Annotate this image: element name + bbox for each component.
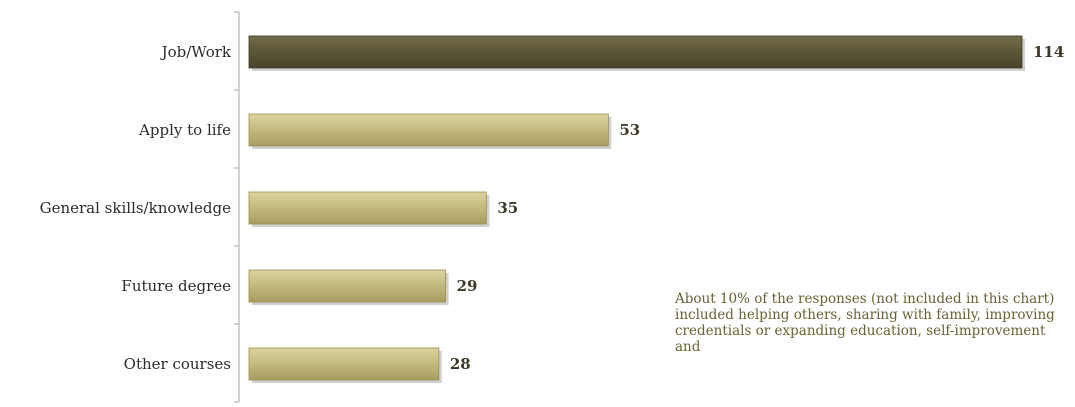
footnote-text: About 10% of the responses (not included… <box>675 291 1055 355</box>
value-label: 53 <box>619 121 640 139</box>
category-label: Apply to life <box>138 121 231 139</box>
category-label: Job/Work <box>160 43 232 61</box>
category-label: General skills/knowledge <box>40 199 232 217</box>
bar-future-degree <box>248 269 447 303</box>
category-labels: Job/Work Apply to life General skills/know… <box>40 43 232 373</box>
value-label: 35 <box>497 199 518 217</box>
y-axis-ticks <box>234 11 239 403</box>
value-label: 28 <box>450 355 471 373</box>
category-label: Other courses <box>124 355 231 373</box>
bars-group <box>248 35 1025 383</box>
bar-job-work <box>248 35 1023 69</box>
bar-apply-to-life <box>248 113 609 147</box>
value-label: 29 <box>457 277 478 295</box>
bar-general-skills-knowledge <box>248 191 487 225</box>
value-label: 114 <box>1033 43 1064 61</box>
value-labels: 114 53 35 29 28 <box>450 43 1064 373</box>
bar-other-courses <box>248 347 440 381</box>
category-label: Future degree <box>121 277 231 295</box>
